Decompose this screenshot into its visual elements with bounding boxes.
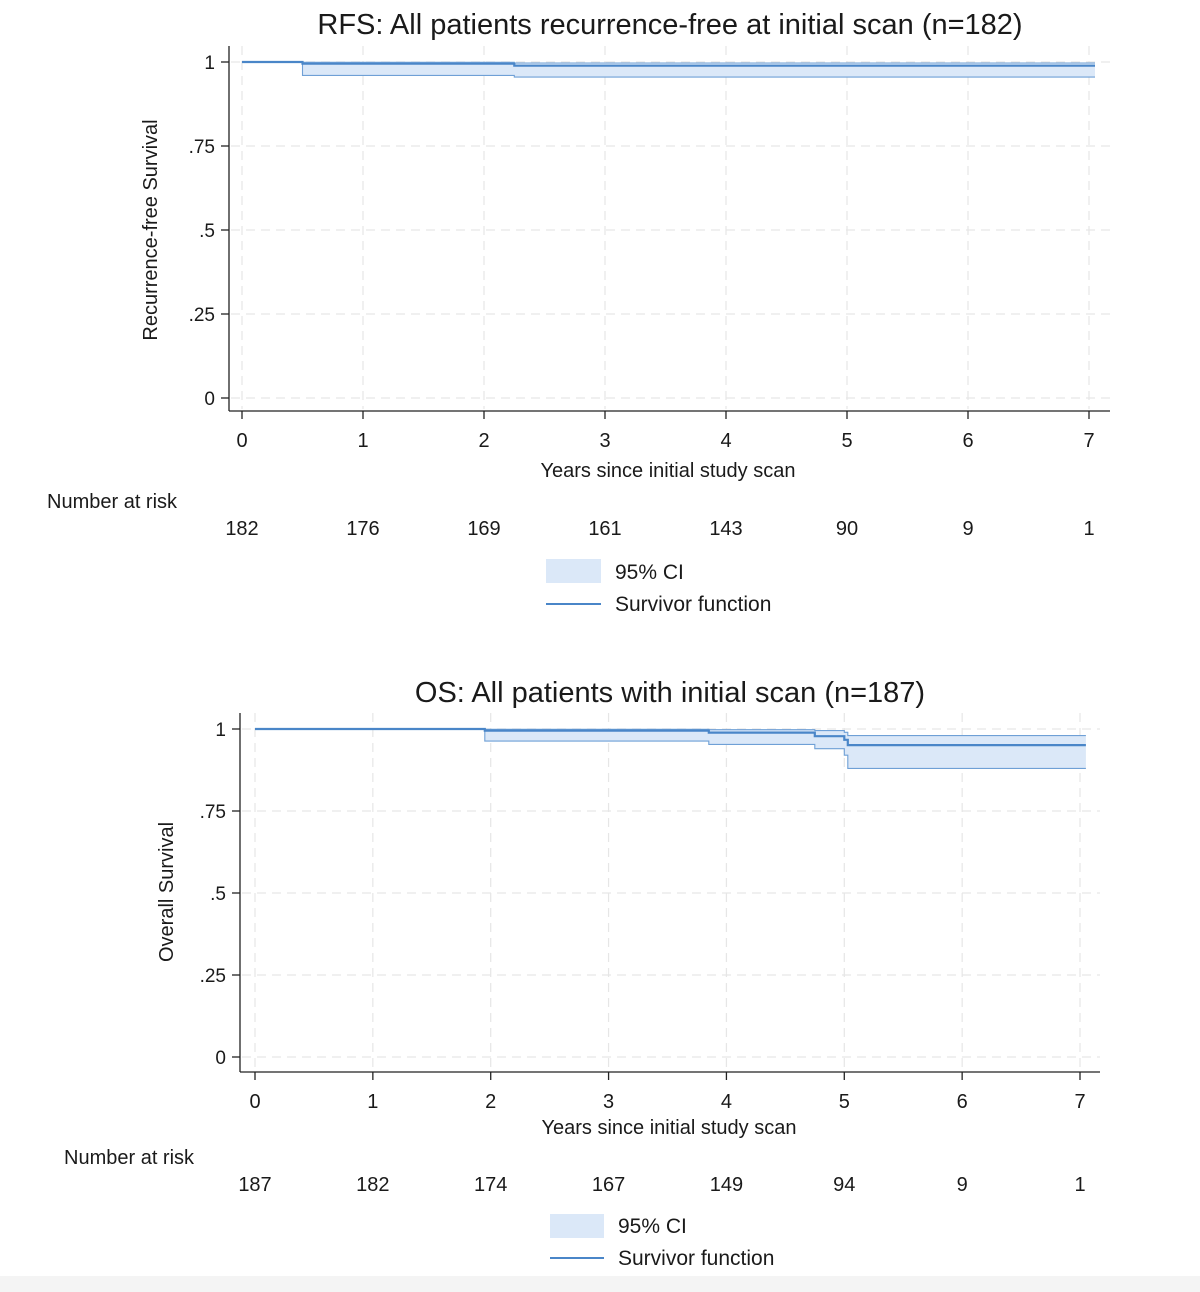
y-tick-label: 1	[215, 720, 226, 741]
risk-table-label: Number at risk	[47, 491, 178, 513]
x-tick-label: 0	[236, 430, 247, 452]
risk-count: 182	[356, 1174, 389, 1196]
risk-count: 174	[474, 1174, 507, 1196]
y-tick-label: 1	[204, 53, 215, 74]
x-tick-label: 5	[841, 430, 852, 452]
risk-count: 161	[588, 518, 621, 540]
legend-ci-label: 95% CI	[618, 1215, 687, 1238]
y-tick-label: .25	[189, 305, 215, 326]
x-tick-label: 4	[721, 1091, 732, 1113]
survivor-line	[242, 60, 1095, 67]
y-tick-label: .5	[199, 221, 215, 242]
y-axis-label: Overall Survival	[156, 822, 178, 962]
y-tick-label: .75	[200, 802, 226, 823]
x-tick-label: 5	[839, 1091, 850, 1113]
x-tick-label: 1	[357, 430, 368, 452]
x-axis-label: Years since initial study scan	[542, 1117, 797, 1139]
risk-table: 182 176 169 161 143 90 9 1	[225, 518, 1094, 540]
panel-os: OS: All patients with initial scan (n=18…	[64, 677, 1100, 1270]
x-tick-label: 7	[1074, 1091, 1085, 1113]
x-axis-label: Years since initial study scan	[541, 460, 796, 482]
risk-count: 1	[1083, 518, 1094, 540]
x-tick-label: 2	[485, 1091, 496, 1113]
y-axis-label: Recurrence-free Survival	[140, 119, 162, 340]
x-tick-label: 3	[603, 1091, 614, 1113]
legend-ci-swatch	[550, 1214, 604, 1238]
legend-line-label: Survivor function	[618, 1247, 774, 1270]
plot-area: 0 .25 .5 .75 1 0 1 2 3 4 5 6 7	[189, 46, 1110, 452]
y-tick-label: .25	[200, 966, 226, 987]
risk-count: 9	[962, 518, 973, 540]
legend: 95% CI Survivor function	[550, 1214, 774, 1270]
y-tick-label: 0	[204, 389, 215, 410]
risk-table: 187 182 174 167 149 94 9 1	[238, 1174, 1085, 1196]
chart-title: OS: All patients with initial scan (n=18…	[415, 677, 925, 709]
ci-lower-edge	[255, 728, 1086, 769]
risk-count: 176	[346, 518, 379, 540]
chart-title: RFS: All patients recurrence-free at ini…	[317, 9, 1022, 41]
x-tick-label: 3	[599, 430, 610, 452]
x-tick-label: 7	[1083, 430, 1094, 452]
legend-line-label: Survivor function	[615, 593, 771, 616]
risk-count: 167	[592, 1174, 625, 1196]
risk-count: 149	[710, 1174, 743, 1196]
risk-count: 182	[225, 518, 258, 540]
survivor-line	[255, 727, 1086, 747]
risk-count: 90	[836, 518, 858, 540]
y-tick-label: 0	[215, 1048, 226, 1069]
plot-area: 0 .25 .5 .75 1 0 1 2 3 4 5 6 7	[200, 713, 1100, 1113]
y-tick-label: .5	[210, 884, 226, 905]
ci-band	[255, 729, 1086, 769]
panel-rfs: RFS: All patients recurrence-free at ini…	[47, 9, 1110, 616]
x-tick-label: 1	[367, 1091, 378, 1113]
bottom-band	[0, 1276, 1200, 1292]
risk-count: 1	[1074, 1174, 1085, 1196]
risk-count: 169	[467, 518, 500, 540]
x-tick-label: 6	[957, 1091, 968, 1113]
x-tick-label: 0	[249, 1091, 260, 1113]
y-tick-label: .75	[189, 137, 215, 158]
risk-table-label: Number at risk	[64, 1147, 195, 1169]
legend: 95% CI Survivor function	[546, 559, 771, 616]
x-tick-label: 2	[478, 430, 489, 452]
x-tick-label: 4	[720, 430, 731, 452]
risk-count: 143	[709, 518, 742, 540]
legend-ci-swatch	[546, 559, 601, 583]
risk-count: 94	[833, 1174, 855, 1196]
risk-count: 9	[957, 1174, 968, 1196]
risk-count: 187	[238, 1174, 271, 1196]
legend-ci-label: 95% CI	[615, 561, 684, 584]
x-tick-label: 6	[962, 430, 973, 452]
